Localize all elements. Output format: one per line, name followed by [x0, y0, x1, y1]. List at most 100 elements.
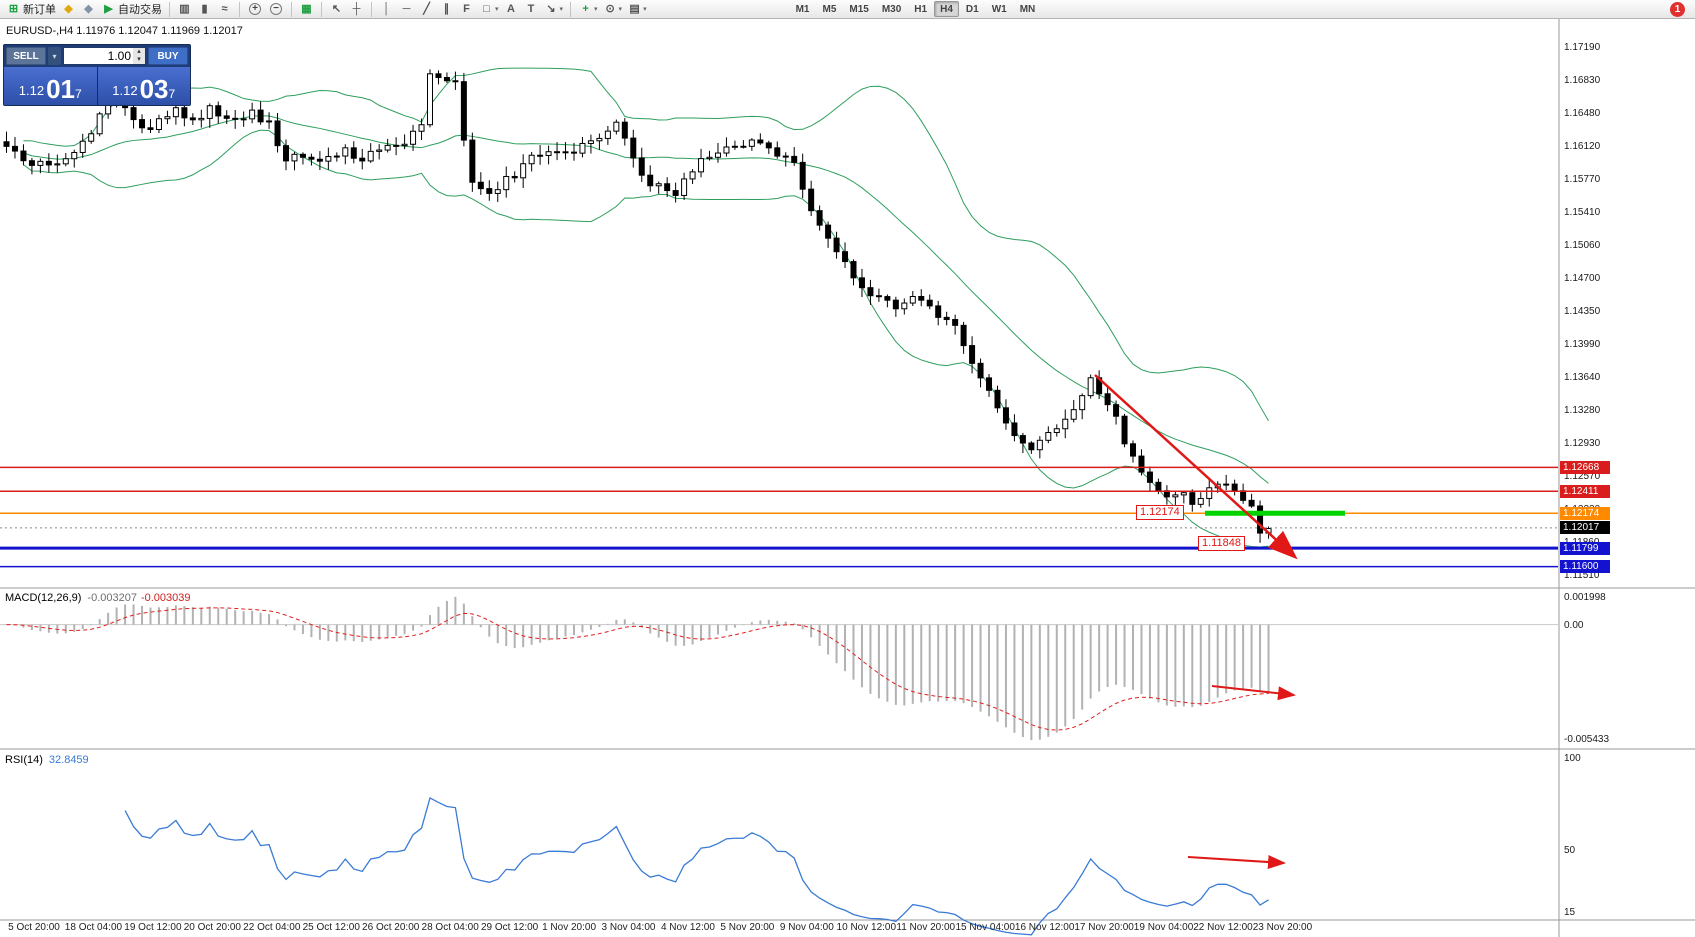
- price-scale-label: 1.14350: [1564, 306, 1601, 317]
- price-scale-label: 1.13640: [1564, 372, 1601, 383]
- time-axis-label: 22 Oct 04:00: [243, 922, 301, 933]
- price-callout[interactable]: 1.11848: [1198, 535, 1245, 551]
- text-label-button[interactable]: T: [522, 1, 541, 18]
- timeframe-mn[interactable]: MN: [1019, 4, 1036, 15]
- time-axis-label: 16 Nov 12:00: [1014, 922, 1075, 933]
- channel-button[interactable]: ∥: [437, 1, 456, 18]
- price-scale-label: 1.16480: [1564, 108, 1601, 119]
- timeframe-m30[interactable]: M30: [881, 4, 902, 15]
- trendline-button[interactable]: ╱: [417, 1, 436, 18]
- price-scale-label: 1.16830: [1564, 75, 1601, 86]
- buy-price[interactable]: 1.12 03 7: [97, 67, 190, 105]
- price-scale-label: 1.15410: [1564, 207, 1601, 218]
- notification-badge[interactable]: 1: [1670, 1, 1685, 17]
- dropdown-arrow-icon[interactable]: ▾: [594, 6, 598, 13]
- text-icon: A: [507, 2, 515, 15]
- dropdown-arrow-icon[interactable]: ▾: [618, 6, 623, 13]
- arrows-button[interactable]: ↘ ▾: [542, 1, 566, 18]
- new-order-icon: ⊞: [8, 2, 19, 15]
- time-axis-label: 29 Oct 12:00: [480, 922, 539, 933]
- time-axis-label: 4 Nov 12:00: [660, 922, 715, 933]
- zoom-out-button[interactable]: −: [266, 1, 286, 18]
- sell-price[interactable]: 1.12 01 7: [4, 67, 98, 105]
- macd-main-value: -0.003207: [87, 592, 137, 604]
- time-axis-label: 10 Nov 12:00: [836, 922, 897, 933]
- rsi-scale-label: 15: [1564, 907, 1576, 918]
- timeframe-h4[interactable]: H4: [934, 1, 959, 17]
- macd-scale-max: 0.001998: [1564, 592, 1606, 603]
- cursor-button[interactable]: ↖: [327, 1, 346, 18]
- dropdown-arrow-icon[interactable]: ▾: [643, 6, 647, 13]
- macd-scale-min: -0.005433: [1564, 734, 1610, 745]
- toolbar-separator: [291, 1, 292, 17]
- templates-button[interactable]: ▤ ▾: [625, 1, 649, 18]
- time-axis-label: 20 Oct 20:00: [183, 922, 241, 933]
- price-scale-label: 1.16120: [1564, 141, 1601, 152]
- dropdown-arrow-icon[interactable]: ▾: [559, 6, 564, 13]
- zoom-in-icon: +: [249, 3, 261, 15]
- timeframe-d1[interactable]: D1: [965, 4, 979, 15]
- timeframe-h1[interactable]: H1: [914, 4, 928, 15]
- zoom-in-button[interactable]: +: [245, 1, 265, 18]
- current-price-badge: 1.12017: [1560, 521, 1610, 535]
- market-button[interactable]: ◆: [79, 1, 98, 18]
- price-level-badge: 1.12174: [1560, 506, 1610, 520]
- price-level-badge: 1.12668: [1560, 460, 1610, 474]
- time-axis-label: 19 Nov 04:00: [1133, 922, 1194, 933]
- buy-button[interactable]: BUY: [148, 47, 188, 65]
- price-scale-label: 1.17190: [1564, 42, 1601, 53]
- sell-price-sup: 7: [75, 87, 82, 101]
- periods-button[interactable]: ⊙ ▾: [601, 1, 625, 18]
- chart-info-line: EURUSD-,H4 1.11976 1.12047 1.11969 1.120…: [6, 25, 243, 37]
- cursor-icon: ↖: [331, 2, 342, 15]
- macd-scale-zero: 0.00: [1564, 619, 1584, 631]
- volume-dropdown[interactable]: ▾: [48, 47, 61, 65]
- time-axis-label: 22 Nov 12:00: [1193, 922, 1253, 933]
- volume-input[interactable]: [64, 49, 133, 63]
- text-label-icon: T: [527, 2, 535, 15]
- price-scale-label: 1.12930: [1564, 438, 1601, 449]
- new-order-button-label: 新订单: [23, 4, 56, 16]
- timeframe-w1[interactable]: W1: [991, 4, 1007, 15]
- indicators-icon: +: [582, 2, 589, 15]
- toolbar-separator: [371, 1, 372, 17]
- tile-windows-button[interactable]: ▦: [297, 1, 316, 18]
- volume-down-icon[interactable]: ▾: [137, 56, 141, 63]
- horizontal-line-button[interactable]: ─: [397, 1, 416, 18]
- volume-field: ▴ ▾: [63, 47, 146, 65]
- time-axis-label: 15 Nov 04:00: [955, 922, 1015, 933]
- macd-label: MACD(12,26,9) -0.003207 -0.003039: [5, 592, 191, 604]
- time-axis-label: 17 Nov 20:00: [1074, 922, 1134, 933]
- autotrading-button-label: 自动交易: [118, 4, 162, 16]
- price-callout[interactable]: 1.12174: [1136, 505, 1184, 521]
- timeframe-m5[interactable]: M5: [822, 4, 837, 15]
- sell-button[interactable]: SELL: [6, 47, 46, 65]
- candlestick-chart-button[interactable]: ▮: [195, 1, 214, 18]
- bar-chart-button[interactable]: ▥: [175, 1, 194, 18]
- shapes-icon: □: [483, 2, 490, 15]
- time-axis-label: 3 Nov 04:00: [601, 922, 656, 933]
- price-scale-label: 1.15060: [1564, 240, 1601, 251]
- time-axis-label: 5 Nov 20:00: [720, 922, 775, 933]
- vertical-line-button[interactable]: │: [377, 1, 396, 18]
- time-axis-label: 1 Nov 20:00: [542, 922, 597, 933]
- trendline-icon: ╱: [423, 2, 430, 15]
- metaeditor-button[interactable]: ◆: [59, 1, 78, 18]
- autotrading-button[interactable]: ▶ 自动交易: [99, 1, 164, 18]
- timeframe-m1[interactable]: M1: [795, 4, 810, 15]
- new-order-button[interactable]: ⊞ 新订单: [4, 1, 58, 18]
- timeframe-m15[interactable]: M15: [849, 4, 869, 15]
- crosshair-button[interactable]: ┼: [347, 1, 366, 18]
- toolbar-separator: [169, 1, 170, 17]
- dropdown-arrow-icon[interactable]: ▾: [495, 6, 499, 13]
- text-button[interactable]: A: [502, 1, 521, 18]
- shapes-button[interactable]: □ ▾: [477, 1, 501, 18]
- volume-up-icon[interactable]: ▴: [137, 48, 141, 55]
- fibonacci-button[interactable]: F: [457, 1, 476, 18]
- metaeditor-icon: ◆: [64, 2, 73, 15]
- indicators-button[interactable]: + ▾: [576, 1, 600, 18]
- line-chart-button[interactable]: ≈: [215, 1, 234, 18]
- price-scale-label: 1.13990: [1564, 339, 1601, 350]
